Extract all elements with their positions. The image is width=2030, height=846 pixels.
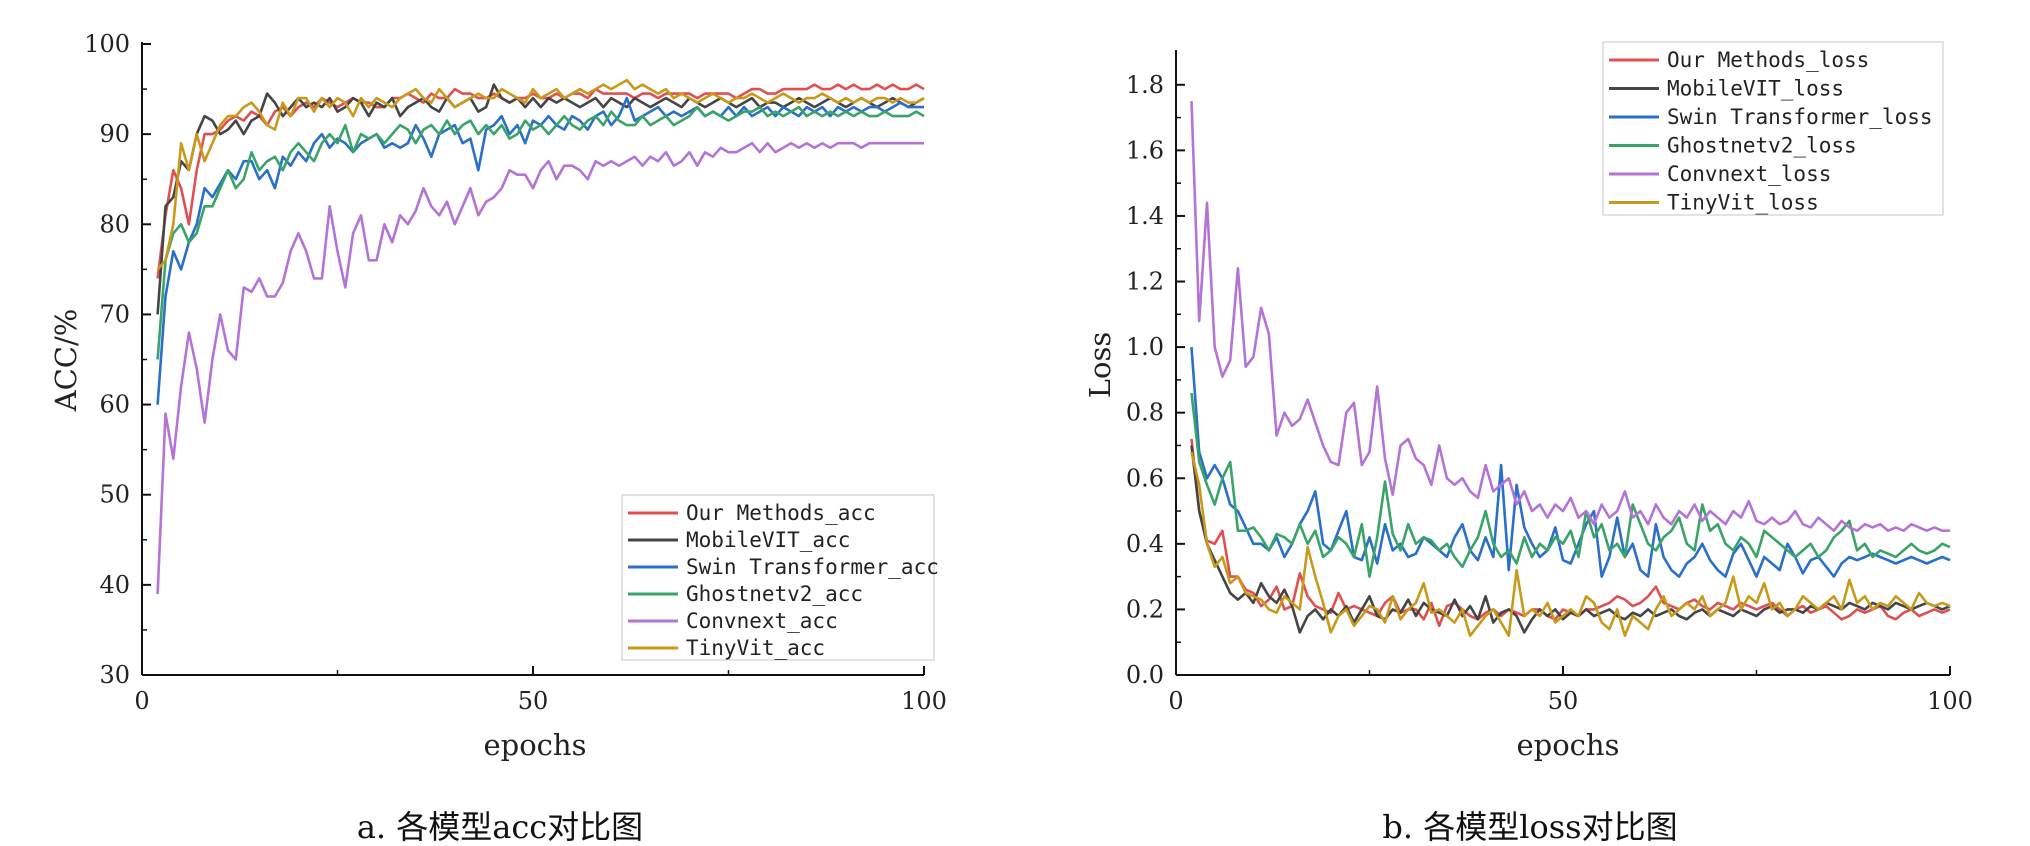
loss-x-axis-label: epochs xyxy=(1517,728,1620,762)
acc-series-lines xyxy=(156,78,925,594)
loss-chart: 0 50 100 0.0 0.2 0.4 0.6 0.8 1.0 1.2 1.4 1.6 1.8 epo… xyxy=(1083,41,1973,846)
acc-series-tinyvit-acc xyxy=(156,78,925,271)
loss-y-tick-label: 1.8 xyxy=(1126,71,1164,99)
acc-y-tick-label: 40 xyxy=(99,571,130,599)
acc-legend-entry: TinyVit_acc xyxy=(686,636,825,660)
acc-x-tick-label: 0 xyxy=(134,687,149,715)
loss-legend-entry: Our Methods_loss xyxy=(1667,48,1869,72)
loss-legend-entry: Ghostnetv2_loss xyxy=(1667,134,1857,158)
loss-axes: 0 50 100 0.0 0.2 0.4 0.6 0.8 1.0 1.2 1.4 1.6 1.8 xyxy=(1126,50,1973,715)
acc-y-tick-label: 90 xyxy=(99,120,130,148)
loss-legend-entry: Convnext_loss xyxy=(1667,162,1831,186)
loss-caption: b. 各模型loss对比图 xyxy=(1382,808,1677,846)
acc-series-convnext-acc xyxy=(156,141,924,594)
acc-y-axis-label: ACC/% xyxy=(49,309,83,413)
loss-y-tick-label: 0.2 xyxy=(1126,595,1164,623)
loss-y-tick-label: 0.4 xyxy=(1126,530,1164,558)
acc-axes: 0 50 100 30 40 50 60 70 80 90 100 xyxy=(84,30,947,715)
acc-series-ghostnetv2-acc xyxy=(156,105,925,360)
loss-series-lines xyxy=(1190,101,1951,638)
loss-series-convnext-loss xyxy=(1190,101,1950,533)
loss-series-ghostnetv2-loss xyxy=(1190,392,1951,578)
acc-series-mobilevit-acc xyxy=(156,83,925,315)
loss-series-swin-transformer-loss xyxy=(1190,347,1951,578)
acc-y-tick-label: 60 xyxy=(99,391,130,419)
loss-series-tinyvit-loss xyxy=(1190,451,1951,638)
acc-x-axis-label: epochs xyxy=(484,728,587,762)
acc-y-tick-label: 70 xyxy=(99,300,130,328)
acc-legend-entry: MobileVIT_acc xyxy=(686,528,850,552)
acc-legend-box xyxy=(621,494,935,661)
acc-chart: 0 50 100 30 40 50 60 70 80 90 100 epochs ACC/% Our… xyxy=(49,30,947,846)
loss-y-tick-label: 1.2 xyxy=(1126,268,1164,296)
loss-legend-entry: MobileVIT_loss xyxy=(1667,77,1844,101)
acc-legend-entry: Swin Transformer_acc xyxy=(686,555,939,579)
loss-legend-entry: TinyVit_loss xyxy=(1667,191,1819,215)
loss-x-tick-label: 0 xyxy=(1168,687,1183,715)
loss-y-tick-label: 1.4 xyxy=(1126,202,1164,230)
loss-x-tick-label: 100 xyxy=(1927,687,1973,715)
loss-x-tick-label: 50 xyxy=(1548,687,1579,715)
loss-y-tick-label: 1.0 xyxy=(1126,333,1164,361)
acc-y-tick-label: 100 xyxy=(84,30,130,58)
loss-y-tick-label: 0.6 xyxy=(1126,464,1164,492)
acc-caption: a. 各模型acc对比图 xyxy=(357,808,643,846)
acc-legend-entry: Convnext_acc xyxy=(686,609,838,633)
acc-legend-entry: Ghostnetv2_acc xyxy=(686,582,863,606)
acc-x-tick-label: 50 xyxy=(518,687,549,715)
acc-x-tick-label: 100 xyxy=(901,687,947,715)
acc-y-tick-label: 30 xyxy=(99,661,130,689)
loss-legend: Our Methods_loss MobileVIT_loss Swin Trans… xyxy=(1602,41,1944,216)
loss-legend-box xyxy=(1602,41,1944,216)
loss-y-tick-label: 1.6 xyxy=(1126,136,1164,164)
acc-y-tick-label: 80 xyxy=(99,210,130,238)
acc-legend: Our Methods_acc MobileVIT_acc Swin Transfo… xyxy=(621,494,939,661)
acc-y-tick-label: 50 xyxy=(99,481,130,509)
acc-legend-entry: Our Methods_acc xyxy=(686,501,876,525)
loss-y-axis-label: Loss xyxy=(1083,332,1117,398)
loss-y-tick-label: 0.0 xyxy=(1126,661,1164,689)
loss-legend-entry: Swin Transformer_loss xyxy=(1667,105,1933,129)
loss-y-tick-label: 0.8 xyxy=(1126,399,1164,427)
